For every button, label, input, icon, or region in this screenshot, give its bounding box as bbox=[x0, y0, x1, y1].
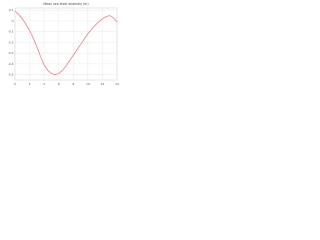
y-tick-label: 0.1 bbox=[9, 8, 14, 12]
x-tick-label: 14 bbox=[115, 82, 119, 86]
chart: Mean sea level anomaly (m) 0.1 0 -0.1 -0.2 -… bbox=[8, 2, 119, 86]
y-tick-label: -0.2 bbox=[8, 40, 14, 44]
x-tick-label: 12 bbox=[101, 82, 105, 86]
x-tick-label: 6 bbox=[58, 82, 60, 86]
x-tick-label: 2 bbox=[29, 82, 31, 86]
x-tick-label: 4 bbox=[43, 82, 45, 86]
y-tick-label: -0.3 bbox=[8, 51, 14, 55]
x-tick-label: 10 bbox=[86, 82, 90, 86]
x-tick-label: 8 bbox=[72, 82, 74, 86]
x-tick-label: 0 bbox=[14, 82, 16, 86]
y-tick-label: -0.1 bbox=[8, 30, 14, 34]
plot-frame bbox=[14, 7, 118, 81]
y-tick-label: -0.4 bbox=[8, 62, 14, 66]
data-line bbox=[14, 10, 118, 76]
y-tick-label: 0 bbox=[12, 19, 14, 23]
y-tick-label: -0.5 bbox=[8, 73, 14, 77]
chart-title: Mean sea level anomaly (m) bbox=[43, 2, 88, 6]
